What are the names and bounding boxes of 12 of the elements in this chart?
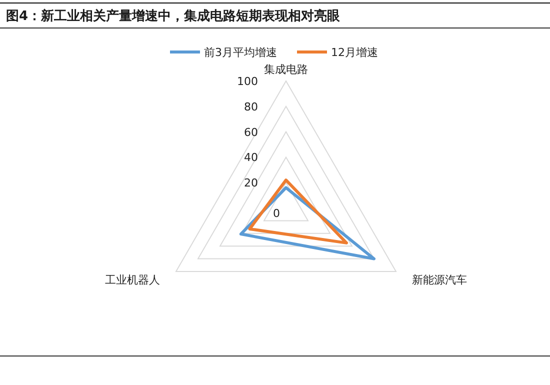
- y-tick-label: 60: [244, 126, 258, 139]
- y-tick-label: 100: [237, 75, 258, 88]
- y-tick-label: 0: [273, 207, 280, 220]
- legend-label: 前3月平均增速: [204, 46, 277, 59]
- chart-title: 图4：新工业相关产量增速中，集成电路短期表现相对亮眼: [6, 8, 342, 24]
- y-tick-label: 20: [244, 176, 258, 190]
- y-tick-label: 40: [244, 151, 258, 164]
- legend-label: 12月增速: [331, 46, 378, 59]
- spoke-label: 工业机器人: [105, 274, 160, 286]
- y-tick-label: 80: [244, 100, 258, 114]
- spoke-label: 集成电路: [264, 63, 308, 76]
- spoke-label: 新能源汽车: [412, 274, 467, 286]
